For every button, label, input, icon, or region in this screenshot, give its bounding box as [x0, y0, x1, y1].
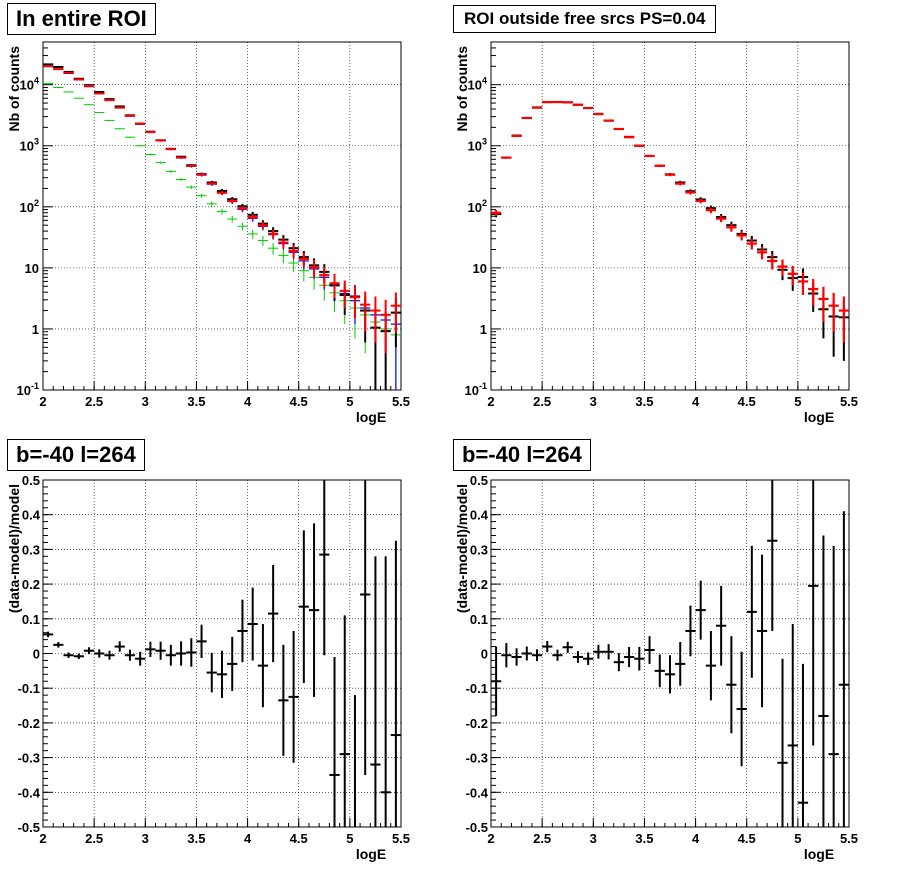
x-tick-label: 3.5: [635, 831, 653, 846]
plot-frame: [42, 41, 402, 391]
x-tick-label: 5: [794, 831, 801, 846]
x-tick-label: 3: [142, 394, 149, 409]
x-tick-label: 2: [487, 394, 494, 409]
y-axis-label: Nb of counts: [454, 46, 470, 132]
y-tick-label: -0.5: [466, 820, 488, 835]
x-tick-label: 4: [244, 394, 252, 409]
y-tick-label: -0.5: [18, 820, 40, 835]
y-tick-label: -0.2: [18, 716, 40, 731]
y-tick-label: 0.2: [470, 577, 488, 592]
y-tick-label: 103: [468, 137, 487, 154]
x-tick-label: 2.5: [533, 831, 551, 846]
x-axis-label: logE: [804, 846, 834, 862]
x-tick-label: 5: [346, 394, 353, 409]
x-tick-label: 5.5: [840, 394, 858, 409]
x-axis-label: logE: [356, 846, 386, 862]
y-tick-label: -0.2: [466, 716, 488, 731]
y-tick-label: 0.2: [22, 577, 40, 592]
x-tick-label: 3.5: [187, 831, 205, 846]
x-tick-label: 4: [692, 394, 700, 409]
y-tick-label: 102: [20, 198, 39, 215]
x-tick-label: 3: [142, 831, 149, 846]
y-tick-label: 10: [25, 261, 39, 276]
x-axis-label: logE: [356, 409, 386, 425]
y-axis-label: Nb of counts: [6, 46, 22, 132]
y-tick-label: -0.1: [466, 681, 488, 696]
x-tick-label: 2.5: [85, 394, 103, 409]
x-tick-label: 4.5: [738, 831, 756, 846]
y-tick-label: 102: [468, 198, 487, 215]
x-tick-label: 4.5: [290, 831, 308, 846]
y-tick-label: 0.1: [470, 612, 488, 627]
series-2: [491, 100, 849, 343]
x-axis-label: logE: [804, 409, 834, 425]
panel-3: 2 2.5 3 3.5 4 4.5 5 5.5 logE -0.5 -0.4 -0.3 -0.2 -0.1…: [6, 473, 410, 862]
x-tick-label: 5: [346, 831, 353, 846]
panel-title-1: In entire ROI: [7, 3, 156, 35]
panel-title-3: b=-40 l=264: [7, 439, 145, 471]
y-tick-label: 10-1: [17, 381, 39, 398]
y-tick-label: 10: [473, 261, 487, 276]
x-tick-label: 2: [39, 831, 46, 846]
residual-series: [491, 480, 849, 827]
y-tick-label: 0.1: [22, 612, 40, 627]
x-tick-label: 2: [487, 831, 494, 846]
x-tick-label: 5.5: [392, 831, 410, 846]
x-tick-label: 4: [244, 831, 252, 846]
y-tick-label: -0.4: [466, 785, 489, 800]
y-tick-label: 0.4: [22, 508, 41, 523]
x-tick-label: 3.5: [635, 394, 653, 409]
x-tick-label: 3: [590, 831, 597, 846]
y-tick-label: 1: [32, 322, 39, 337]
y-tick-label: 0: [481, 647, 488, 662]
y-tick-label: -0.3: [18, 751, 40, 766]
y-tick-label: 104: [468, 76, 487, 93]
y-tick-label: 0.3: [22, 542, 40, 557]
plot-frame: [490, 41, 850, 391]
plot-frame: [490, 479, 850, 828]
x-tick-label: 5.5: [840, 831, 858, 846]
y-axis-label: (data-model)/model: [454, 484, 470, 613]
y-tick-label: 0: [33, 647, 40, 662]
x-tick-label: 2.5: [85, 831, 103, 846]
x-tick-label: 5.5: [392, 394, 410, 409]
y-tick-label: -0.1: [18, 681, 40, 696]
y-tick-label: -0.4: [18, 785, 41, 800]
x-tick-label: 3: [590, 394, 597, 409]
x-tick-label: 4: [692, 831, 700, 846]
x-tick-label: 2.5: [533, 394, 551, 409]
x-tick-label: 2: [39, 394, 46, 409]
x-tick-label: 4.5: [290, 394, 308, 409]
y-tick-label: 0.3: [470, 542, 488, 557]
panel-4: 2 2.5 3 3.5 4 4.5 5 5.5 logE -0.5 -0.4 -0.3 -0.2 -0.1…: [454, 473, 858, 862]
x-tick-label: 4.5: [738, 394, 756, 409]
y-axis-label: (data-model)/model: [6, 484, 22, 613]
y-tick-label: 0.4: [470, 508, 489, 523]
panel-title-4: b=-40 l=264: [453, 439, 591, 471]
y-tick-label: 103: [20, 137, 39, 154]
y-tick-label: 10-1: [465, 381, 487, 398]
y-tick-label: 0.5: [470, 473, 488, 488]
y-tick-label: 1: [480, 322, 487, 337]
residual-series: [43, 480, 401, 827]
x-tick-label: 3.5: [187, 394, 205, 409]
y-tick-label: -0.3: [466, 751, 488, 766]
panel-title-2: ROI outside free srcs PS=0.04: [453, 5, 717, 33]
y-tick-label: 104: [20, 76, 39, 93]
series-2: [43, 65, 401, 354]
x-tick-label: 5: [794, 394, 801, 409]
y-tick-label: 0.5: [22, 473, 40, 488]
